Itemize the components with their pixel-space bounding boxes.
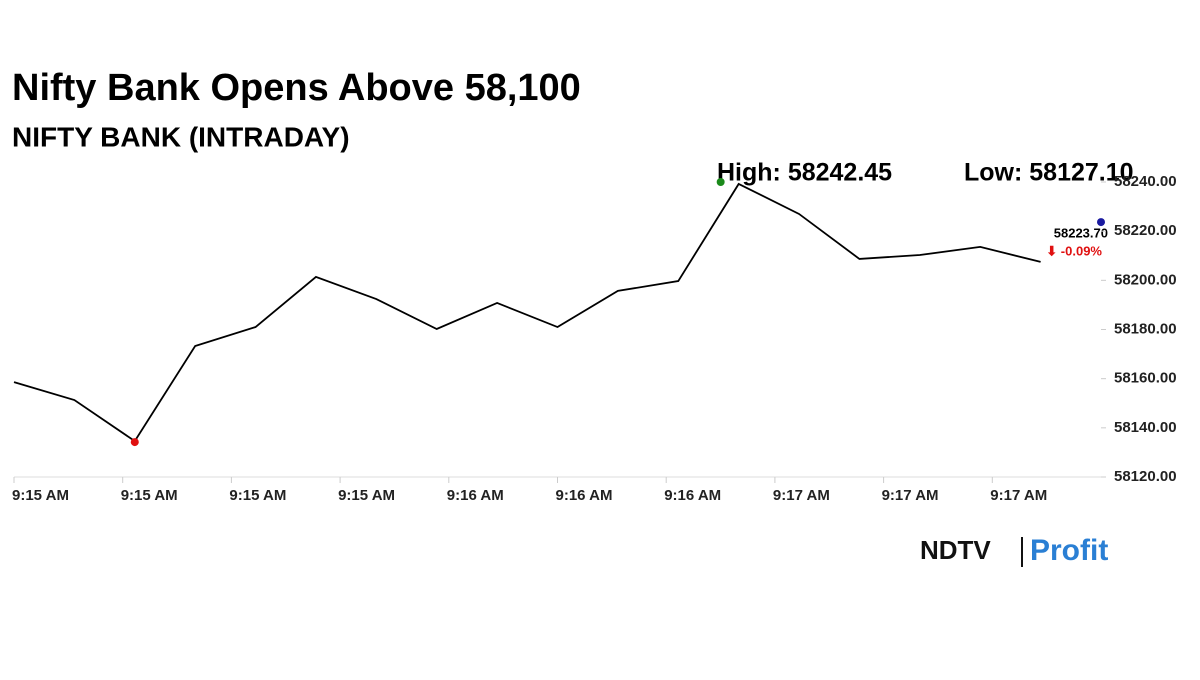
y-tick-label: 58220.00: [1114, 222, 1177, 239]
change-label: ⬇ -0.09%: [1046, 243, 1102, 258]
x-tick-label: 9:17 AM: [773, 487, 830, 504]
x-tick-label: 9:15 AM: [12, 487, 69, 504]
price-line: [13, 182, 1041, 443]
x-tick-label: 9:17 AM: [882, 487, 939, 504]
y-tick-label: 58160.00: [1114, 370, 1177, 387]
last-marker: [1097, 218, 1105, 227]
x-tick-label: 9:15 AM: [121, 487, 178, 504]
y-tick-label: 58180.00: [1114, 320, 1177, 337]
chart-title: Nifty Bank Opens Above 58,100: [12, 67, 581, 109]
x-tick-label: 9:15 AM: [229, 487, 286, 504]
high-marker: [716, 178, 725, 186]
last-value-label: 58223.70: [1054, 225, 1108, 240]
high-label: High: 58242.45: [717, 159, 892, 187]
x-tick-label: 9:16 AM: [447, 487, 504, 504]
logo-ndtv: NDTV: [920, 535, 991, 565]
x-tick-label: 9:15 AM: [338, 487, 395, 504]
y-tick-label: 58140.00: [1114, 419, 1177, 436]
y-tick-label: 58200.00: [1114, 271, 1177, 288]
x-tick-label: 9:16 AM: [556, 487, 613, 504]
logo-profit: Profit: [1030, 534, 1108, 567]
low-label: Low: 58127.10: [964, 159, 1134, 187]
y-tick-label: 58240.00: [1114, 173, 1177, 190]
chart-subtitle: NIFTY BANK (INTRADAY): [12, 121, 350, 152]
x-tick-label: 9:16 AM: [664, 487, 721, 504]
x-tick-label: 9:17 AM: [990, 487, 1047, 504]
low-marker: [130, 438, 139, 447]
y-tick-label: 58120.00: [1114, 468, 1177, 485]
